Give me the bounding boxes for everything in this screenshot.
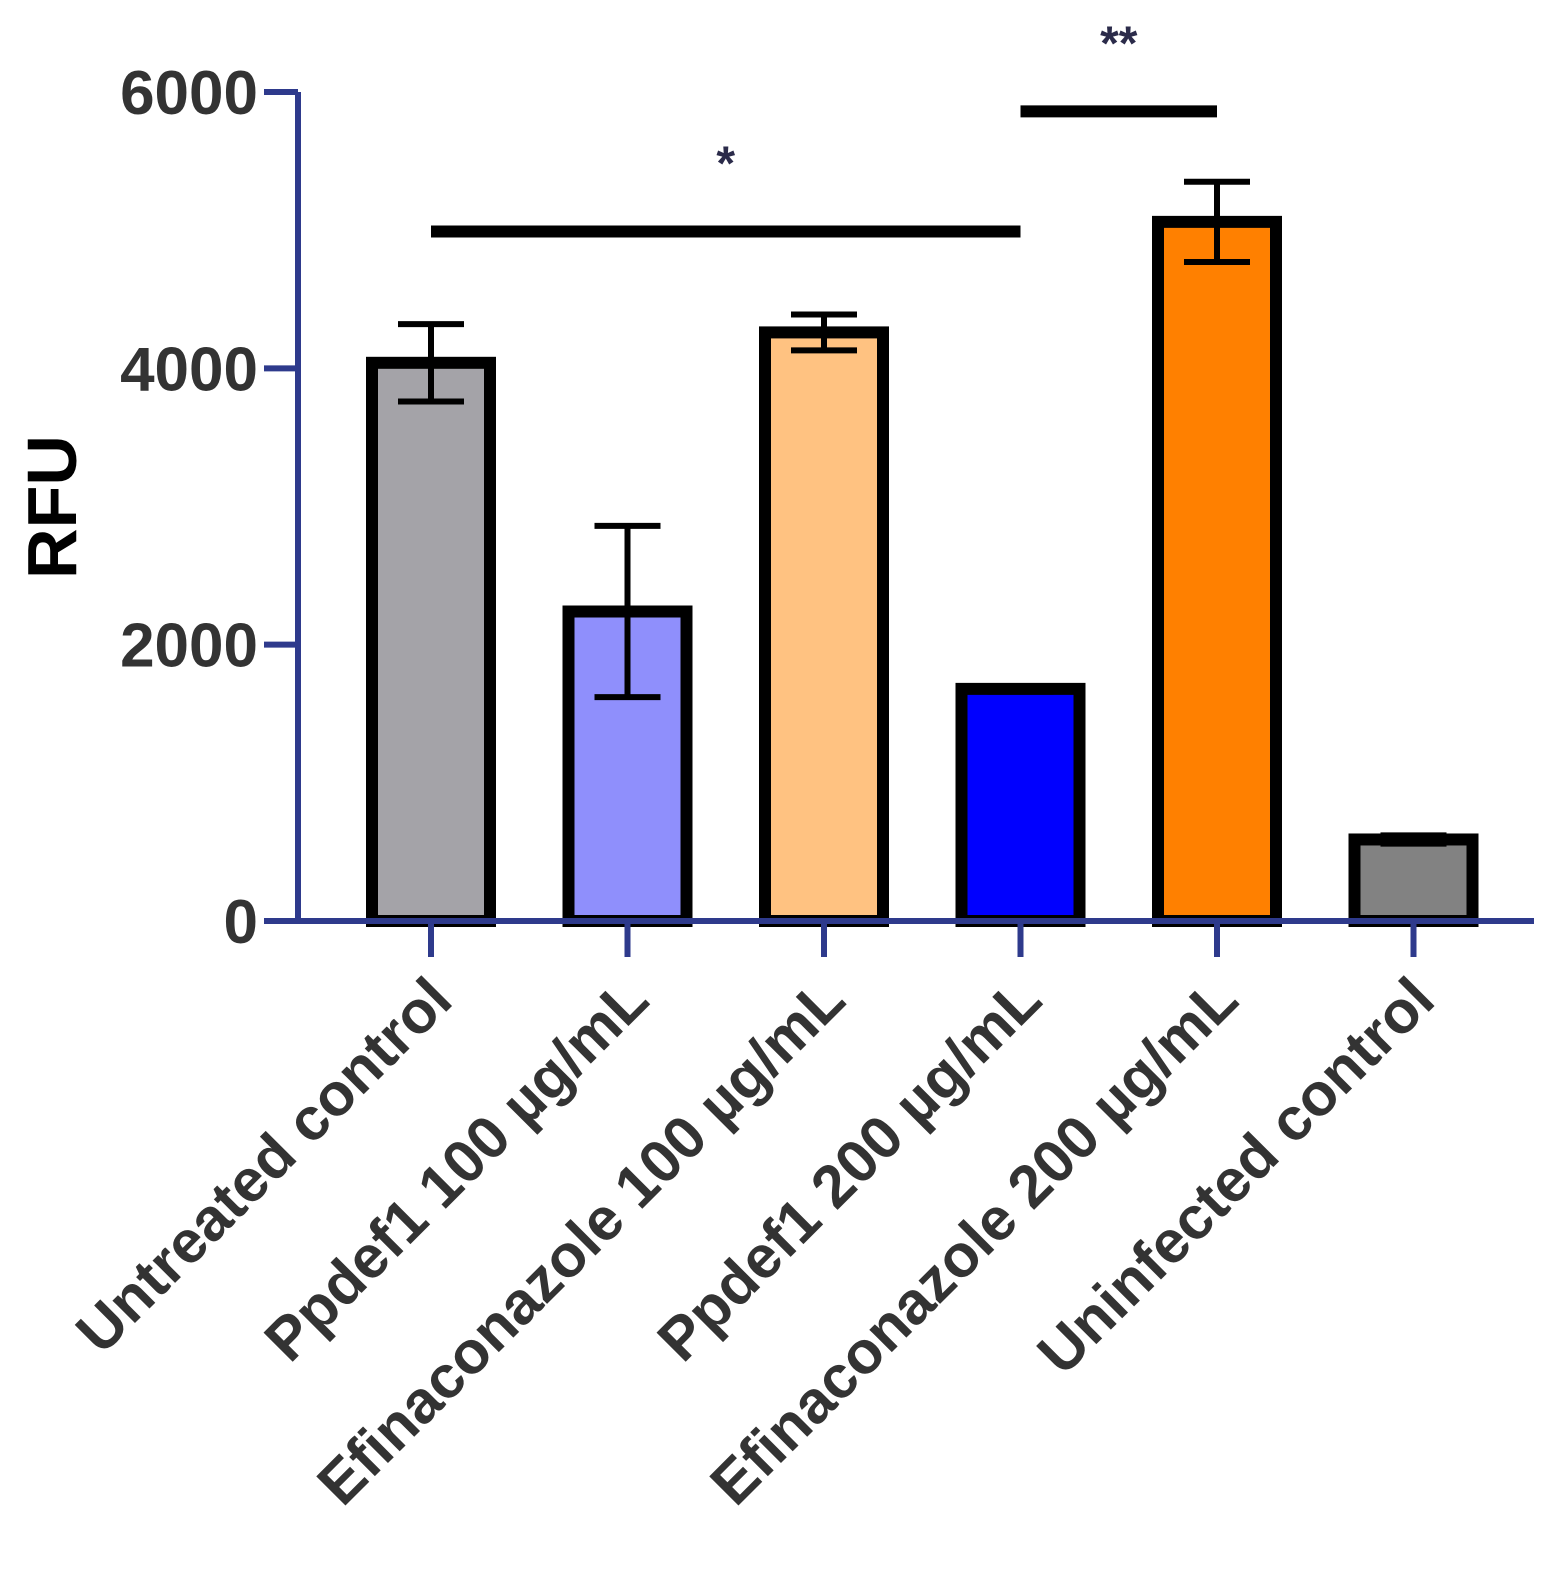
bar (1348, 833, 1479, 928)
x-tick-label: Ppdef1 200 µg/mL (645, 965, 1054, 1374)
y-axis-title: RFU (13, 435, 91, 579)
x-tick-label: Ppdef1 100 µg/mL (252, 965, 661, 1374)
y-tick-label: 6000 (120, 59, 258, 128)
error-bar (1184, 178, 1250, 265)
error-bar (987, 683, 1054, 695)
bars-layer (366, 215, 1479, 928)
y-tick-label: 4000 (120, 335, 258, 404)
significance-label: * (716, 138, 735, 191)
bar (759, 326, 889, 928)
y-ticks-layer: 0 2000 4000 6000 (120, 59, 298, 957)
x-tick-label: Untreated control (63, 965, 464, 1366)
bar (1152, 215, 1282, 928)
y-tick-label: 2000 (120, 612, 258, 681)
error-bar (398, 321, 464, 405)
significance-layer: *** (431, 17, 1217, 238)
error-bar (791, 311, 857, 354)
axes-layer (295, 92, 1534, 924)
bar (366, 356, 496, 928)
bar (955, 682, 1086, 927)
y-tick-label: 0 (224, 888, 258, 957)
error-bars-layer (398, 178, 1447, 847)
significance-label: ** (1100, 17, 1138, 70)
x-tick-label: Uninfected control (1025, 965, 1447, 1387)
error-bar (1380, 832, 1447, 847)
error-bar (594, 522, 661, 701)
